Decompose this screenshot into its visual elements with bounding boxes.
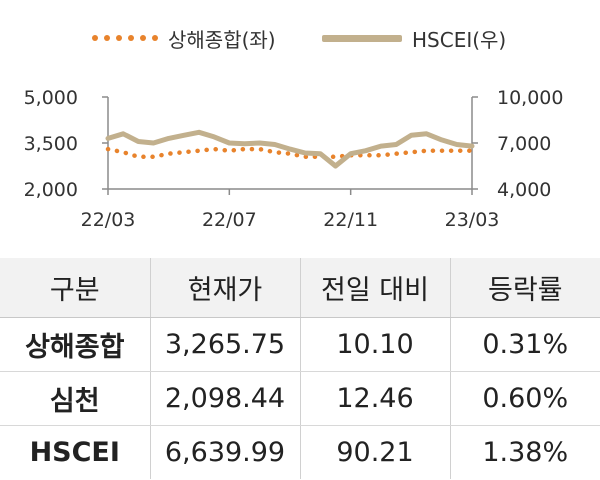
x-tick-label: 22/11 [323,209,378,231]
x-tick-label: 22/07 [202,209,257,231]
y-left-tick-label: 3,500 [24,133,78,155]
legend-label-hscei: HSCEI(우) [412,27,507,52]
legend-marker-line [322,34,402,42]
series-line-shanghai [105,146,475,160]
row-name: 상해종합 [0,317,150,372]
legend-item-hscei: HSCEI(우) [322,18,506,58]
y-right-tick-label: 7,000 [497,133,551,155]
chart-plot: 2,000 3,500 5,000 4,000 7,000 10,000 22/03 22/0… [24,87,564,231]
table-header-row: 구분 현재가 전일 대비 등락률 [0,258,600,318]
header-price: 현재가 [149,258,300,318]
x-tick-label: 22/03 [81,209,136,231]
row-change: 12.46 [299,371,450,426]
header-change: 전일 대비 [299,258,450,318]
row-name: 심천 [0,371,150,426]
row-price: 3,265.75 [149,317,300,372]
table-row: HSCEI 6,639.99 90.21 1.38% [0,425,600,479]
y-left-tick-label: 5,000 [24,87,78,109]
row-price: 6,639.99 [149,425,300,479]
y-right-tick-label: 10,000 [497,87,563,109]
row-change: 90.21 [299,425,450,479]
legend-item-shanghai: 상해종합(좌) [92,18,276,58]
chart-area: 상해종합(좌) HSCEI(우) 2,000 3,500 5,000 4,000 7,0… [0,18,600,232]
row-change: 10.10 [299,317,450,372]
legend: 상해종합(좌) HSCEI(우) [0,18,600,58]
x-tick-label: 23/03 [445,209,500,231]
row-rate: 1.38% [449,425,600,479]
row-rate: 0.60% [449,371,600,426]
table-row: 상해종합 3,265.75 10.10 0.31% [0,317,600,372]
series-line-hscei [105,129,475,169]
quote-table: 구분 현재가 전일 대비 등락률 상해종합 3,265.75 10.10 0.3… [0,258,600,479]
row-rate: 0.31% [449,317,600,372]
row-price: 2,098.44 [149,371,300,426]
y-right-tick-label: 4,000 [497,179,551,201]
header-category: 구분 [0,258,150,318]
legend-label-shanghai: 상해종합(좌) [168,27,276,52]
table-row: 심천 2,098.44 12.46 0.60% [0,371,600,426]
legend-marker-dotted [92,35,158,41]
y-left-tick-label: 2,000 [24,179,78,201]
header-rate: 등락률 [449,258,600,318]
row-name: HSCEI [29,437,120,468]
